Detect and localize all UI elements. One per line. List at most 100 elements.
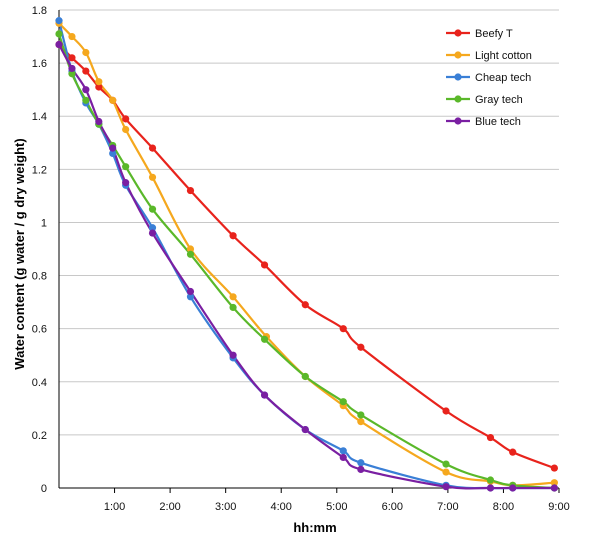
series-line-cheap-tech xyxy=(57,19,556,490)
x-tick-label: 4:00 xyxy=(271,501,292,513)
x-tick-label: 7:00 xyxy=(437,501,458,513)
data-point-beefy-t xyxy=(229,232,237,240)
data-point-beefy-t xyxy=(442,407,450,415)
data-point-beefy-t xyxy=(301,301,309,309)
legend-swatch-marker xyxy=(454,73,462,81)
series-lines xyxy=(57,19,556,490)
data-point-cheap-tech xyxy=(357,459,365,467)
data-point-light-cotton xyxy=(82,48,90,57)
data-point-gray-tech xyxy=(442,460,450,468)
data-point-beefy-t xyxy=(486,433,495,442)
x-axis-title: hh:mm xyxy=(293,520,336,535)
data-point-gray-tech xyxy=(55,30,63,38)
data-point-blue-tech xyxy=(82,86,90,94)
data-point-beefy-t xyxy=(68,54,76,62)
data-point-cheap-tech xyxy=(186,293,195,301)
data-point-gray-tech xyxy=(301,372,309,381)
data-point-blue-tech xyxy=(186,287,195,296)
legend-swatch-marker xyxy=(454,29,462,37)
data-point-beefy-t xyxy=(148,144,157,152)
y-tick-label: 1.6 xyxy=(32,58,47,70)
data-point-beefy-t xyxy=(357,343,365,351)
data-point-beefy-t xyxy=(339,325,347,333)
data-point-beefy-t xyxy=(260,261,269,269)
y-tick-label: 0.2 xyxy=(32,430,47,442)
data-point-blue-tech xyxy=(148,229,157,237)
y-tick-label: 1.8 xyxy=(32,5,47,17)
data-point-blue-tech xyxy=(339,453,347,462)
series-markers-light-cotton xyxy=(55,19,558,489)
x-tick-labels: 1:00 2:00 3:00 4:00 5:00 6:00 7:00 8:00 9:00 xyxy=(104,501,570,513)
legend-item-light-cotton: Light cotton xyxy=(446,50,532,62)
legend-swatch-marker xyxy=(454,117,462,125)
data-point-light-cotton xyxy=(148,173,157,181)
data-point-blue-tech xyxy=(109,144,117,152)
data-point-blue-tech xyxy=(357,465,365,474)
data-point-blue-tech xyxy=(68,64,76,73)
legend-item-beefy-t: Beefy T xyxy=(446,28,513,40)
data-point-gray-tech xyxy=(229,303,237,312)
data-point-light-cotton xyxy=(109,96,117,104)
x-tick-label: 9:00 xyxy=(548,501,569,513)
x-tick-label: 3:00 xyxy=(215,501,236,513)
y-tick-label: 1.4 xyxy=(32,111,47,123)
data-point-cheap-tech xyxy=(55,17,63,25)
series-markers-blue-tech xyxy=(55,40,558,492)
y-tick-label: 0 xyxy=(41,483,47,495)
series-markers-cheap-tech xyxy=(55,17,558,492)
data-point-blue-tech xyxy=(55,40,63,49)
data-point-blue-tech xyxy=(509,484,517,492)
data-point-blue-tech xyxy=(442,483,450,491)
y-tick-label: 0.4 xyxy=(32,377,47,389)
data-point-beefy-t xyxy=(122,115,130,123)
data-point-light-cotton xyxy=(550,479,558,487)
data-point-beefy-t xyxy=(509,448,517,456)
x-tick-label: 6:00 xyxy=(382,501,403,513)
series-line-blue-tech xyxy=(57,43,556,490)
data-point-beefy-t xyxy=(95,83,103,91)
legend-label: Gray tech xyxy=(475,94,523,106)
y-tick-labels: 0 0.2 0.4 0.6 0.8 1 1.2 1.4 1.6 1.8 xyxy=(32,5,47,495)
legend-swatch-marker xyxy=(454,51,462,59)
series-markers xyxy=(55,17,558,492)
data-point-blue-tech xyxy=(301,425,309,434)
legend: Beefy T Light cotton Cheap tech Gray tech Bl… xyxy=(446,28,532,128)
y-tick-label: 1.2 xyxy=(32,164,47,176)
data-point-beefy-t xyxy=(82,67,90,75)
legend-item-cheap-tech: Cheap tech xyxy=(446,72,531,84)
data-point-gray-tech xyxy=(82,96,90,104)
x-tick-label: 8:00 xyxy=(493,501,514,513)
data-point-gray-tech xyxy=(148,205,157,213)
legend-label: Beefy T xyxy=(475,28,513,40)
data-point-light-cotton xyxy=(186,245,195,253)
data-point-gray-tech xyxy=(486,476,495,484)
y-tick-label: 0.6 xyxy=(32,324,47,336)
data-point-beefy-t xyxy=(186,186,195,195)
x-tick-label: 1:00 xyxy=(104,501,125,513)
y-tick-label: 1 xyxy=(41,217,47,229)
data-point-beefy-t xyxy=(550,464,558,472)
data-point-light-cotton xyxy=(95,78,103,86)
data-point-blue-tech xyxy=(486,484,495,492)
y-tick-label: 0.8 xyxy=(32,271,47,283)
data-point-light-cotton xyxy=(122,125,130,134)
data-point-cheap-tech xyxy=(339,447,347,455)
data-point-light-cotton xyxy=(68,32,76,41)
data-point-light-cotton xyxy=(357,418,365,426)
legend-label: Light cotton xyxy=(475,50,532,62)
data-point-gray-tech xyxy=(339,398,347,406)
data-point-gray-tech xyxy=(186,250,195,258)
data-point-blue-tech xyxy=(550,484,558,492)
x-tick-label: 2:00 xyxy=(159,501,180,513)
gridlines xyxy=(59,9,559,436)
legend-item-gray-tech: Gray tech xyxy=(446,94,523,106)
legend-label: Blue tech xyxy=(475,116,521,128)
data-point-blue-tech xyxy=(95,117,103,126)
legend-label: Cheap tech xyxy=(475,72,531,84)
series-line-beefy-t xyxy=(57,43,556,470)
data-point-blue-tech xyxy=(229,351,237,359)
x-tick-label: 5:00 xyxy=(326,501,347,513)
data-point-gray-tech xyxy=(260,335,269,343)
data-point-gray-tech xyxy=(357,411,365,419)
